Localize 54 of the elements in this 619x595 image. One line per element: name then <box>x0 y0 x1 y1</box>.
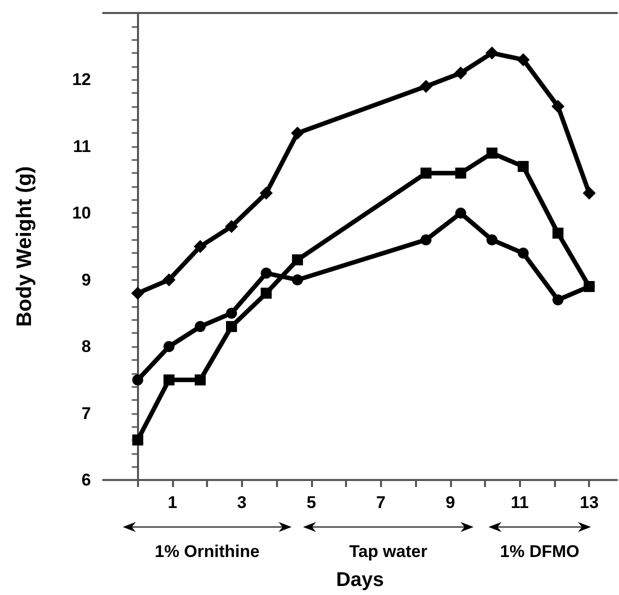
point <box>194 240 207 253</box>
point <box>225 220 238 233</box>
point <box>260 268 272 279</box>
y-tick-label: 11 <box>73 136 91 156</box>
point <box>420 234 432 246</box>
x-tick-label: 13 <box>580 493 599 512</box>
point <box>582 186 596 200</box>
x-tick-label: 3 <box>237 493 247 512</box>
point <box>194 374 206 386</box>
y-tick-label: 12 <box>72 70 91 90</box>
x-tick-label: 7 <box>376 493 386 512</box>
point <box>292 254 303 266</box>
point <box>131 286 144 300</box>
point <box>455 168 466 179</box>
point <box>455 208 466 219</box>
x-axis-title: Days <box>336 569 384 591</box>
x-tick-label: 9 <box>446 493 456 512</box>
y-tick-label: 6 <box>82 470 91 490</box>
point <box>552 228 564 239</box>
x-tick-label: 11 <box>510 493 529 512</box>
point <box>194 321 206 332</box>
point <box>516 53 530 66</box>
point <box>162 273 176 286</box>
point <box>420 168 432 179</box>
text: Tap water <box>349 542 428 562</box>
point <box>584 281 595 292</box>
point <box>486 234 498 246</box>
point <box>132 374 144 386</box>
point <box>260 186 273 200</box>
text: 1% DFMO <box>500 542 580 562</box>
y-tick-label: 10 <box>72 204 91 223</box>
x-tick-label: 1 <box>168 493 178 512</box>
point <box>454 66 468 80</box>
point <box>518 248 529 259</box>
point <box>552 294 564 306</box>
y-axis-title: Body Weight (g) <box>13 166 36 327</box>
x-tick-label: 5 <box>306 493 316 512</box>
point <box>518 160 529 172</box>
point <box>226 321 237 332</box>
y-tick-label: 8 <box>82 337 91 356</box>
point <box>164 341 174 352</box>
point <box>551 100 564 113</box>
point <box>226 308 237 319</box>
point <box>419 80 432 93</box>
point <box>290 126 304 140</box>
y-tick-label: 7 <box>82 404 91 423</box>
y-tick-label: 9 <box>82 270 91 290</box>
point <box>292 274 303 286</box>
point <box>163 374 174 386</box>
point <box>486 148 498 159</box>
point <box>485 46 498 60</box>
text: 1% Ornithine <box>154 542 260 562</box>
point <box>132 434 144 446</box>
point <box>260 288 272 299</box>
